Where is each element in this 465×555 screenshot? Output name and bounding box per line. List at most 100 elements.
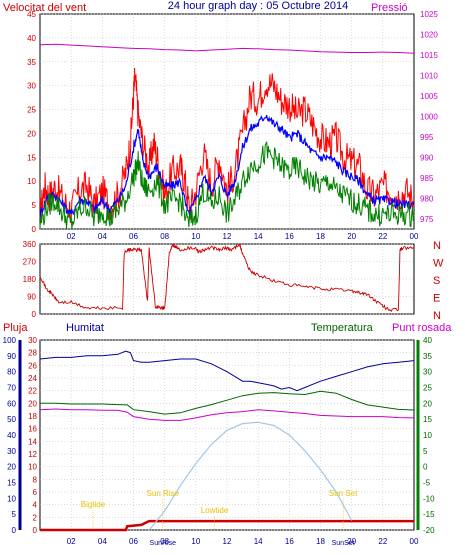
temperature-tick-label: 10 [423,431,432,440]
rain-tick-label: 0 [33,526,38,535]
rain-tick-label: 22 [28,387,37,396]
time-tick-label: 14 [254,537,263,546]
wind-direction-line [39,243,415,313]
wind-tick-label: 15 [27,153,36,162]
humidity-tick-label: 30 [7,447,16,456]
rain-tick-label: 14 [28,437,37,446]
humidity-label: Humitat [66,322,104,334]
rain-tick-label: 12 [28,450,37,459]
time-tick-label: 06 [129,232,138,241]
wind-direction-grid [40,243,414,315]
wind-tick-label: 30 [27,82,36,91]
wind-tick-label: 20 [27,129,36,138]
humidity-tick-label: 90 [7,352,16,361]
pressure-line [39,43,415,54]
pressure-tick-label: 1020 [420,30,438,39]
pressure-label: Pressió [371,2,408,14]
temp-hum-rain-grid [40,339,414,531]
event-label: Bigtide [81,500,106,509]
time-axis-top: 02 04 06 08 10 12 14 16 18 20 22 00 [67,232,419,241]
direction-tick-label: 180 [23,275,37,284]
time-tick-label: 02 [67,232,76,241]
temperature-tick-label: -15 [423,510,435,519]
time-tick-label: 04 [98,232,107,241]
pressure-tick-label: 1005 [420,92,438,101]
rain-tick-label: 8 [33,475,38,484]
humidity-tick-label: 0 [12,526,17,535]
temperature-label: Temperatura [311,322,374,334]
time-tick-label: 14 [254,232,263,241]
humidity-tick-label: 10 [7,494,16,503]
wind-gust-line [39,67,415,224]
time-tick-label: 22 [378,232,387,241]
pressure-tick-label: 995 [420,133,434,142]
sun-tide-events: Sun Rise Sun Set Lowtide Bigtide SunRise SunS… [81,489,358,547]
humidity-tick-label: 80 [7,368,16,377]
time-tick-label: 00 [410,537,419,546]
wind-tick-label: 35 [27,58,36,67]
time-axis-bottom: 02 04 06 08 10 12 14 16 18 20 22 00 [67,537,419,546]
time-tick-label: 04 [98,537,107,546]
humidity-line [39,350,415,392]
time-tick-label: 12 [223,537,232,546]
humidity-tick-label: 100 [3,336,17,345]
time-tick-label: 20 [347,232,356,241]
wind-tick-label: 40 [27,34,36,43]
temperature-axis: -20 -15 -10 -5 0 5 10 15 20 25 30 35 40 [416,336,435,535]
wind-avg-line [39,115,415,219]
graph-title: 24 hour graph day : 05 Octubre 2014 [168,0,348,12]
direction-axis: 0 90 180 270 360 [23,240,37,319]
temperature-tick-label: 30 [423,368,432,377]
wind-direction-series [39,243,415,313]
wind-speed-line [39,141,415,230]
time-tick-label: 18 [316,232,325,241]
temperature-tick-label: 5 [423,447,428,456]
rain-tick-label: 2 [33,513,38,522]
humidity-tick-label: 40 [7,431,16,440]
pressure-tick-label: 1010 [420,71,438,80]
wind-pressure-series [39,43,415,230]
pressure-tick-label: 985 [420,174,434,183]
time-tick-label: 08 [160,232,169,241]
time-tick-label: 16 [285,232,294,241]
pressure-tick-label: 1025 [420,10,438,19]
rain-tick-label: 28 [28,349,37,358]
cardinal-label: N [433,240,441,252]
temperature-line [40,390,415,415]
humidity-tick-label: 5 [12,510,17,519]
rain-tick-label: 26 [28,361,37,370]
rain-tick-label: 4 [33,501,38,510]
wind-tick-label: 5 [32,201,37,210]
wind-tick-label: 45 [27,10,36,19]
wind-speed-axis: 0 5 10 15 20 25 30 35 40 45 [27,10,36,234]
humidity-tick-label: 70 [7,384,16,393]
time-tick-label: 12 [223,232,232,241]
rain-tick-label: 16 [28,425,37,434]
time-tick-label: 08 [160,537,169,546]
temperature-tick-label: 25 [423,384,432,393]
rain-tick-label: 18 [28,412,37,421]
temperature-tick-label: 35 [423,352,432,361]
pressure-tick-label: 1015 [420,51,438,60]
wind-tick-label: 10 [27,177,36,186]
event-label: Sun Rise [147,489,180,498]
rain-tick-label: 20 [28,399,37,408]
sunset-axis-label: SunSet [332,540,355,547]
humidity-axis: 0 5 10 15 20 30 40 50 60 70 80 90 100 [3,336,22,535]
dewpoint-line [39,408,415,421]
pressure-tick-label: 1000 [420,112,438,121]
humidity-tick-label: 60 [7,399,16,408]
direction-tick-label: 0 [32,310,37,319]
time-tick-label: 02 [67,537,76,546]
temperature-tick-label: 15 [423,415,432,424]
rain-label: Pluja [3,322,28,334]
humidity-tick-label: 15 [7,479,16,488]
temperature-tick-label: -20 [423,526,435,535]
direction-tick-label: 270 [23,258,37,267]
temperature-tick-label: 40 [423,336,432,345]
cardinal-label: N [433,310,441,322]
temp-hum-rain-series [39,350,415,532]
